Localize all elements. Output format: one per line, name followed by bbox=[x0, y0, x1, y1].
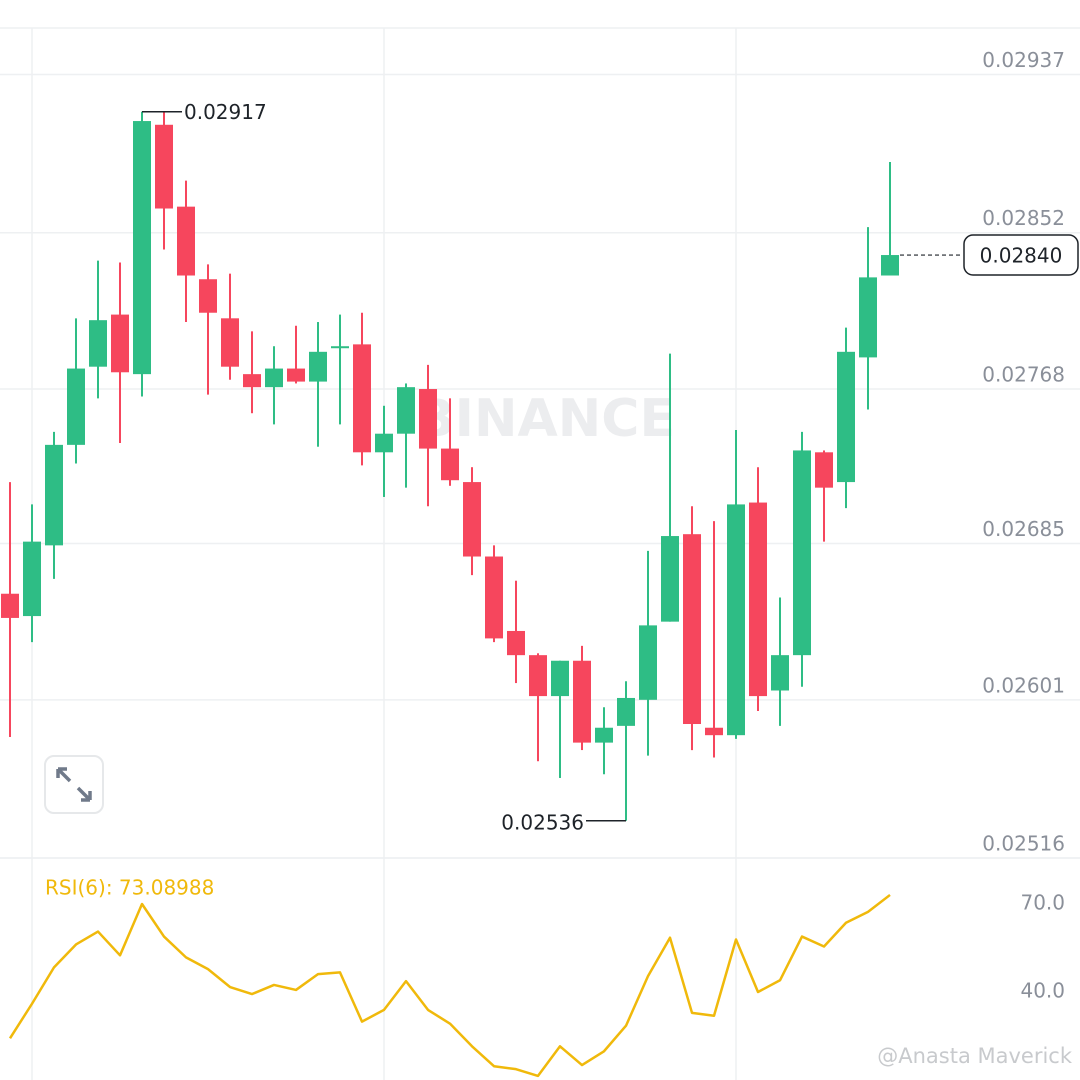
candle-body bbox=[89, 320, 107, 367]
y-tick-label: 0.02601 bbox=[982, 673, 1065, 697]
expand-button[interactable] bbox=[44, 755, 104, 814]
candle-body bbox=[837, 351, 855, 483]
candle-body bbox=[639, 625, 657, 700]
candle-body bbox=[45, 444, 63, 546]
candle-body bbox=[353, 344, 371, 453]
candle-body bbox=[287, 368, 305, 382]
low-label: 0.02536 bbox=[501, 810, 584, 834]
y-tick-label: 0.02768 bbox=[982, 363, 1065, 387]
candle-body bbox=[331, 346, 349, 349]
y-tick-label: 0.02852 bbox=[982, 206, 1065, 230]
candle-body bbox=[155, 124, 173, 209]
candle-body bbox=[815, 452, 833, 488]
watermark: BINANCE bbox=[415, 389, 675, 449]
candle-body bbox=[177, 206, 195, 276]
candle-body bbox=[463, 482, 481, 557]
candle-body bbox=[705, 727, 723, 736]
candle-body bbox=[749, 502, 767, 697]
candle-body bbox=[683, 534, 701, 725]
y-tick-label: 0.02937 bbox=[982, 48, 1065, 72]
candle-body bbox=[221, 318, 239, 367]
candle-body bbox=[551, 660, 569, 697]
candle-body bbox=[661, 536, 679, 622]
candle-body bbox=[881, 255, 899, 276]
current-price-label: 0.02840 bbox=[980, 244, 1063, 268]
candle-body bbox=[23, 541, 41, 617]
candle-body bbox=[595, 727, 613, 743]
credit: @Anasta Maverick bbox=[877, 1044, 1073, 1068]
high-label: 0.02917 bbox=[184, 100, 267, 124]
candle-body bbox=[793, 450, 811, 656]
candle-body bbox=[309, 351, 327, 382]
candle-body bbox=[67, 368, 85, 445]
candle-body bbox=[441, 448, 459, 481]
candle-body bbox=[507, 630, 525, 656]
candle-body bbox=[485, 556, 503, 639]
candle-body bbox=[419, 389, 437, 449]
candle-body bbox=[1, 593, 19, 618]
rsi-line bbox=[8, 893, 891, 1078]
candle-body bbox=[771, 655, 789, 691]
candle-body bbox=[529, 655, 547, 697]
y-tick-label: 40.0 bbox=[1020, 979, 1065, 1003]
candle-body bbox=[727, 504, 745, 736]
rsi-title: RSI(6): 73.08988 bbox=[45, 876, 214, 900]
candle-body bbox=[397, 387, 415, 434]
candle-body bbox=[133, 121, 151, 375]
candle-body bbox=[111, 314, 129, 373]
y-tick-label: 0.02685 bbox=[982, 517, 1065, 541]
candle-body bbox=[243, 374, 261, 388]
y-tick-label: 0.02516 bbox=[982, 832, 1065, 856]
candle-body bbox=[199, 279, 217, 313]
candle-body bbox=[617, 697, 635, 726]
candle-body bbox=[573, 660, 591, 743]
current-price-box bbox=[963, 234, 1079, 276]
expand-icon[interactable] bbox=[56, 767, 92, 802]
candle-body bbox=[375, 433, 393, 453]
y-tick-label: 70.0 bbox=[1020, 891, 1065, 915]
candle-body bbox=[859, 277, 877, 358]
expand-button-frame[interactable] bbox=[44, 755, 104, 814]
candle-body bbox=[265, 368, 283, 388]
